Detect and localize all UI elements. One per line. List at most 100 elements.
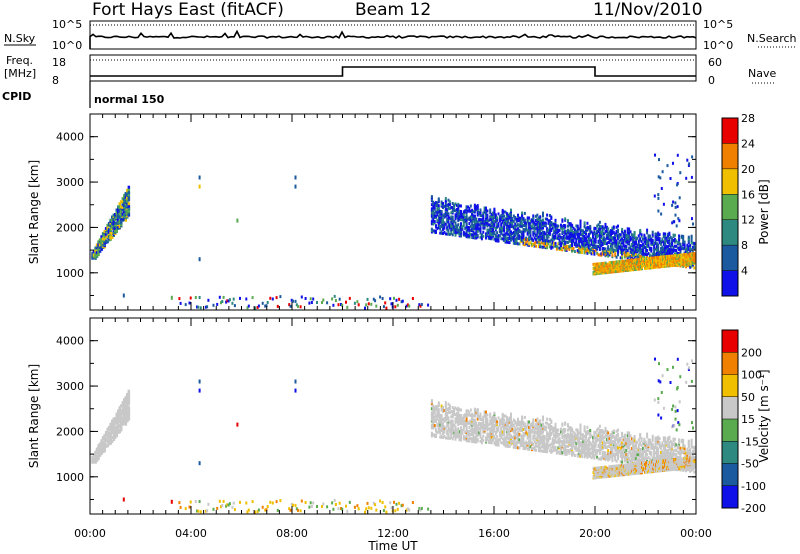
- echo-cell: [572, 434, 575, 438]
- echo-cell: [472, 210, 475, 214]
- echo-cell: [479, 412, 482, 416]
- echo-cell: [523, 415, 526, 419]
- echo-cell: [400, 300, 403, 304]
- echo-cell: [514, 216, 517, 219]
- echo-cell: [600, 240, 603, 243]
- echo-cell: [529, 441, 532, 445]
- echo-cell: [600, 252, 603, 256]
- echo-cell: [596, 244, 599, 248]
- echo-cell: [530, 429, 533, 433]
- echo-cell: [515, 239, 518, 243]
- echo-cell: [598, 242, 601, 246]
- echo-cell: [583, 235, 586, 238]
- echo-cell: [537, 235, 540, 239]
- echo-cell: [546, 234, 549, 237]
- echo-cell: [546, 246, 549, 250]
- echo-cell: [475, 421, 478, 425]
- echo-cell: [471, 225, 474, 229]
- echo-cell: [621, 227, 624, 231]
- echo-cell: [503, 418, 506, 422]
- echo-cell: [568, 438, 571, 442]
- echo-cell: [395, 298, 398, 302]
- echo-cell: [604, 229, 607, 233]
- echo-cell: [411, 297, 414, 300]
- echo-cell: [432, 206, 435, 210]
- echo-cell: [526, 238, 529, 242]
- echo-cell: [583, 439, 586, 442]
- echo-cell: [447, 416, 450, 420]
- echo-cell: [590, 450, 593, 454]
- echo-cell: [515, 428, 518, 432]
- echo-cell: [521, 434, 524, 438]
- echo-cell: [515, 236, 518, 240]
- echo-cell: [469, 209, 472, 213]
- echo-cell: [679, 250, 682, 254]
- echo-cell: [578, 235, 581, 239]
- echo-cell: [507, 224, 510, 228]
- echo-cell: [551, 226, 554, 230]
- echo-cell: [537, 449, 540, 453]
- echo-cell: [118, 202, 121, 206]
- echo-cell: [561, 227, 564, 231]
- echo-cell: [514, 222, 517, 226]
- echo-cell: [609, 269, 612, 273]
- echo-cell: [433, 211, 436, 215]
- echo-cell: [457, 212, 460, 216]
- echo-cell: [460, 431, 462, 435]
- echo-cell: [547, 443, 550, 447]
- echo-cell: [430, 399, 433, 403]
- echo-cell: [384, 301, 387, 305]
- echo-cell: [536, 421, 539, 425]
- echo-cell: [118, 410, 121, 413]
- echo-cell: [265, 304, 268, 308]
- echo-cell: [586, 235, 589, 239]
- echo-cell: [648, 234, 651, 238]
- echo-cell: [504, 217, 507, 221]
- echo-cell: [548, 449, 551, 453]
- echo-cell: [126, 417, 129, 420]
- echo-cell: [451, 437, 454, 441]
- echo-cell: [540, 445, 543, 449]
- echo-cell: [605, 225, 608, 229]
- echo-cell: [619, 233, 622, 237]
- echo-cell: [511, 223, 514, 227]
- echo-cell: [536, 444, 539, 448]
- echo-cell: [496, 435, 499, 439]
- echo-cell: [560, 241, 562, 245]
- echo-cell: [170, 295, 173, 300]
- echo-cell: [617, 234, 619, 238]
- echo-cell: [458, 226, 461, 230]
- echo-cell: [639, 264, 642, 268]
- echo-cell: [462, 210, 465, 214]
- echo-cell: [448, 411, 451, 415]
- echo-cell: [127, 212, 131, 216]
- echo-cell: [567, 228, 569, 232]
- echo-cell: [551, 233, 554, 237]
- echo-cell: [507, 236, 510, 240]
- echo-cell: [107, 425, 111, 429]
- echo-cell: [348, 500, 351, 504]
- echo-cell: [657, 175, 660, 179]
- echo-cell: [543, 241, 546, 245]
- echo-cell: [487, 427, 490, 431]
- echo-cell: [446, 417, 449, 421]
- echo-cell: [569, 222, 572, 226]
- echo-cell: [647, 243, 650, 247]
- echo-cell: [623, 251, 626, 255]
- echo-cell: [121, 403, 125, 407]
- echo-cell: [312, 501, 315, 505]
- echo-cell: [583, 237, 586, 241]
- echo-cell: [558, 228, 561, 232]
- echo-cell: [218, 295, 221, 299]
- echo-cell: [673, 220, 676, 224]
- echo-cell: [256, 306, 259, 309]
- echo-cell: [590, 230, 593, 234]
- echo-cell: [496, 427, 499, 431]
- echo-cell: [512, 230, 515, 234]
- echo-cell: [483, 206, 486, 210]
- echo-cell: [512, 219, 515, 223]
- echo-cell: [599, 269, 602, 272]
- echo-cell: [609, 265, 612, 269]
- echo-cell: [573, 235, 576, 239]
- echo-cell: [648, 238, 651, 242]
